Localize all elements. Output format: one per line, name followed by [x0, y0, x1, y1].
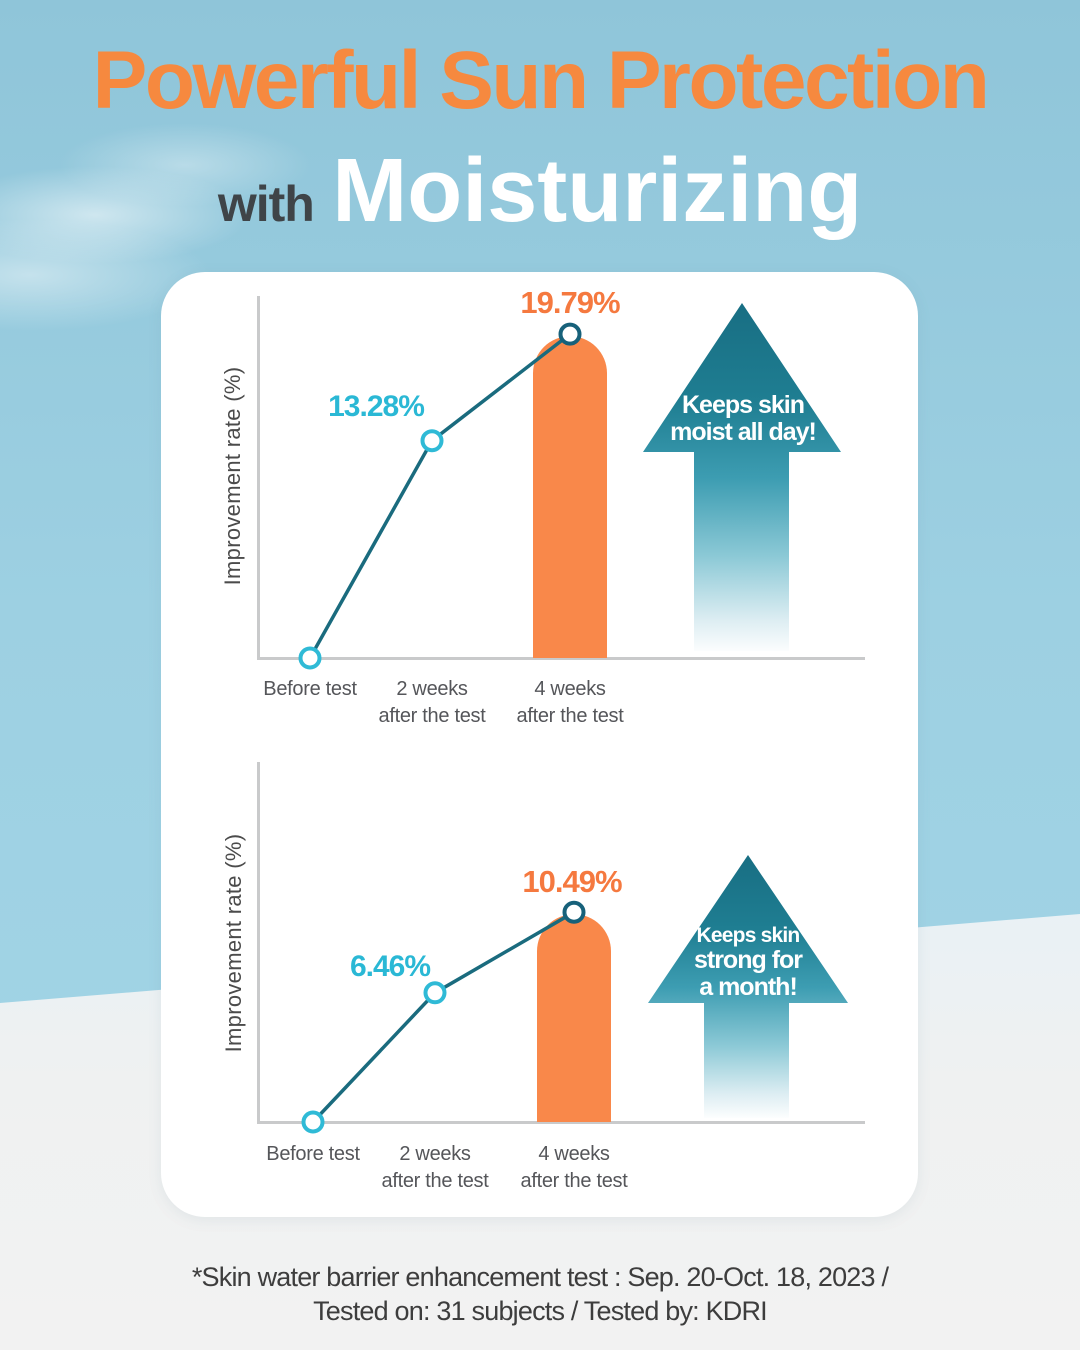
data-label-19-79: 19.79%: [520, 285, 620, 321]
series-line: [311, 910, 575, 1124]
x-tick-4weeks: 4 weeks after the test: [520, 1143, 628, 1192]
chart-barrier: [257, 762, 865, 1134]
footnote-line1: *Skin water barrier enhancement test : S…: [191, 1262, 889, 1292]
subtitle-moisturizing-text: Moisturizing: [332, 141, 863, 241]
data-label-13-28: 13.28%: [328, 389, 425, 423]
data-label-10-49: 10.49%: [522, 864, 622, 900]
series-line: [308, 332, 572, 659]
x-tick-2weeks: 2 weeks after the test: [378, 678, 486, 727]
x-tick-2weeks: 2 weeks after the test: [381, 1143, 489, 1192]
x-tick-4weeks: 4 weeks after the test: [516, 678, 624, 727]
page-title: Powerful Sun Protection: [92, 35, 990, 126]
value-bar: [533, 336, 607, 658]
value-bar: [537, 914, 611, 1122]
data-point-2weeks: [420, 429, 444, 453]
arrow-annotation-strong: Keeps skin strong for a month!: [693, 924, 803, 1001]
footnote-line2: Tested on: 31 subjects / Tested by: KDRI: [313, 1296, 768, 1326]
page-subtitle: with Moisturizing: [0, 146, 1080, 262]
data-point-before: [301, 1110, 325, 1134]
y-axis-label-chart2: Improvement rate (%): [221, 833, 246, 1053]
subtitle-with-text: with: [217, 176, 315, 232]
y-axis-label-chart1: Improvement rate (%): [220, 366, 245, 586]
data-point-4weeks: [558, 322, 582, 346]
arrow-annotation-moist: Keeps skin moist all day!: [670, 391, 817, 446]
x-tick-before-test: Before test: [263, 678, 357, 700]
data-point-2weeks: [423, 981, 447, 1005]
x-tick-before-test: Before test: [266, 1143, 360, 1165]
up-arrow-strong: [648, 855, 848, 1118]
footnote: *Skin water barrier enhancement test : S…: [0, 1260, 1080, 1328]
data-point-4weeks: [562, 900, 586, 924]
chart-moisture: [257, 296, 865, 670]
data-label-6-46: 6.46%: [349, 949, 431, 983]
data-point-before: [298, 646, 322, 670]
up-arrow-moist: [643, 303, 841, 651]
